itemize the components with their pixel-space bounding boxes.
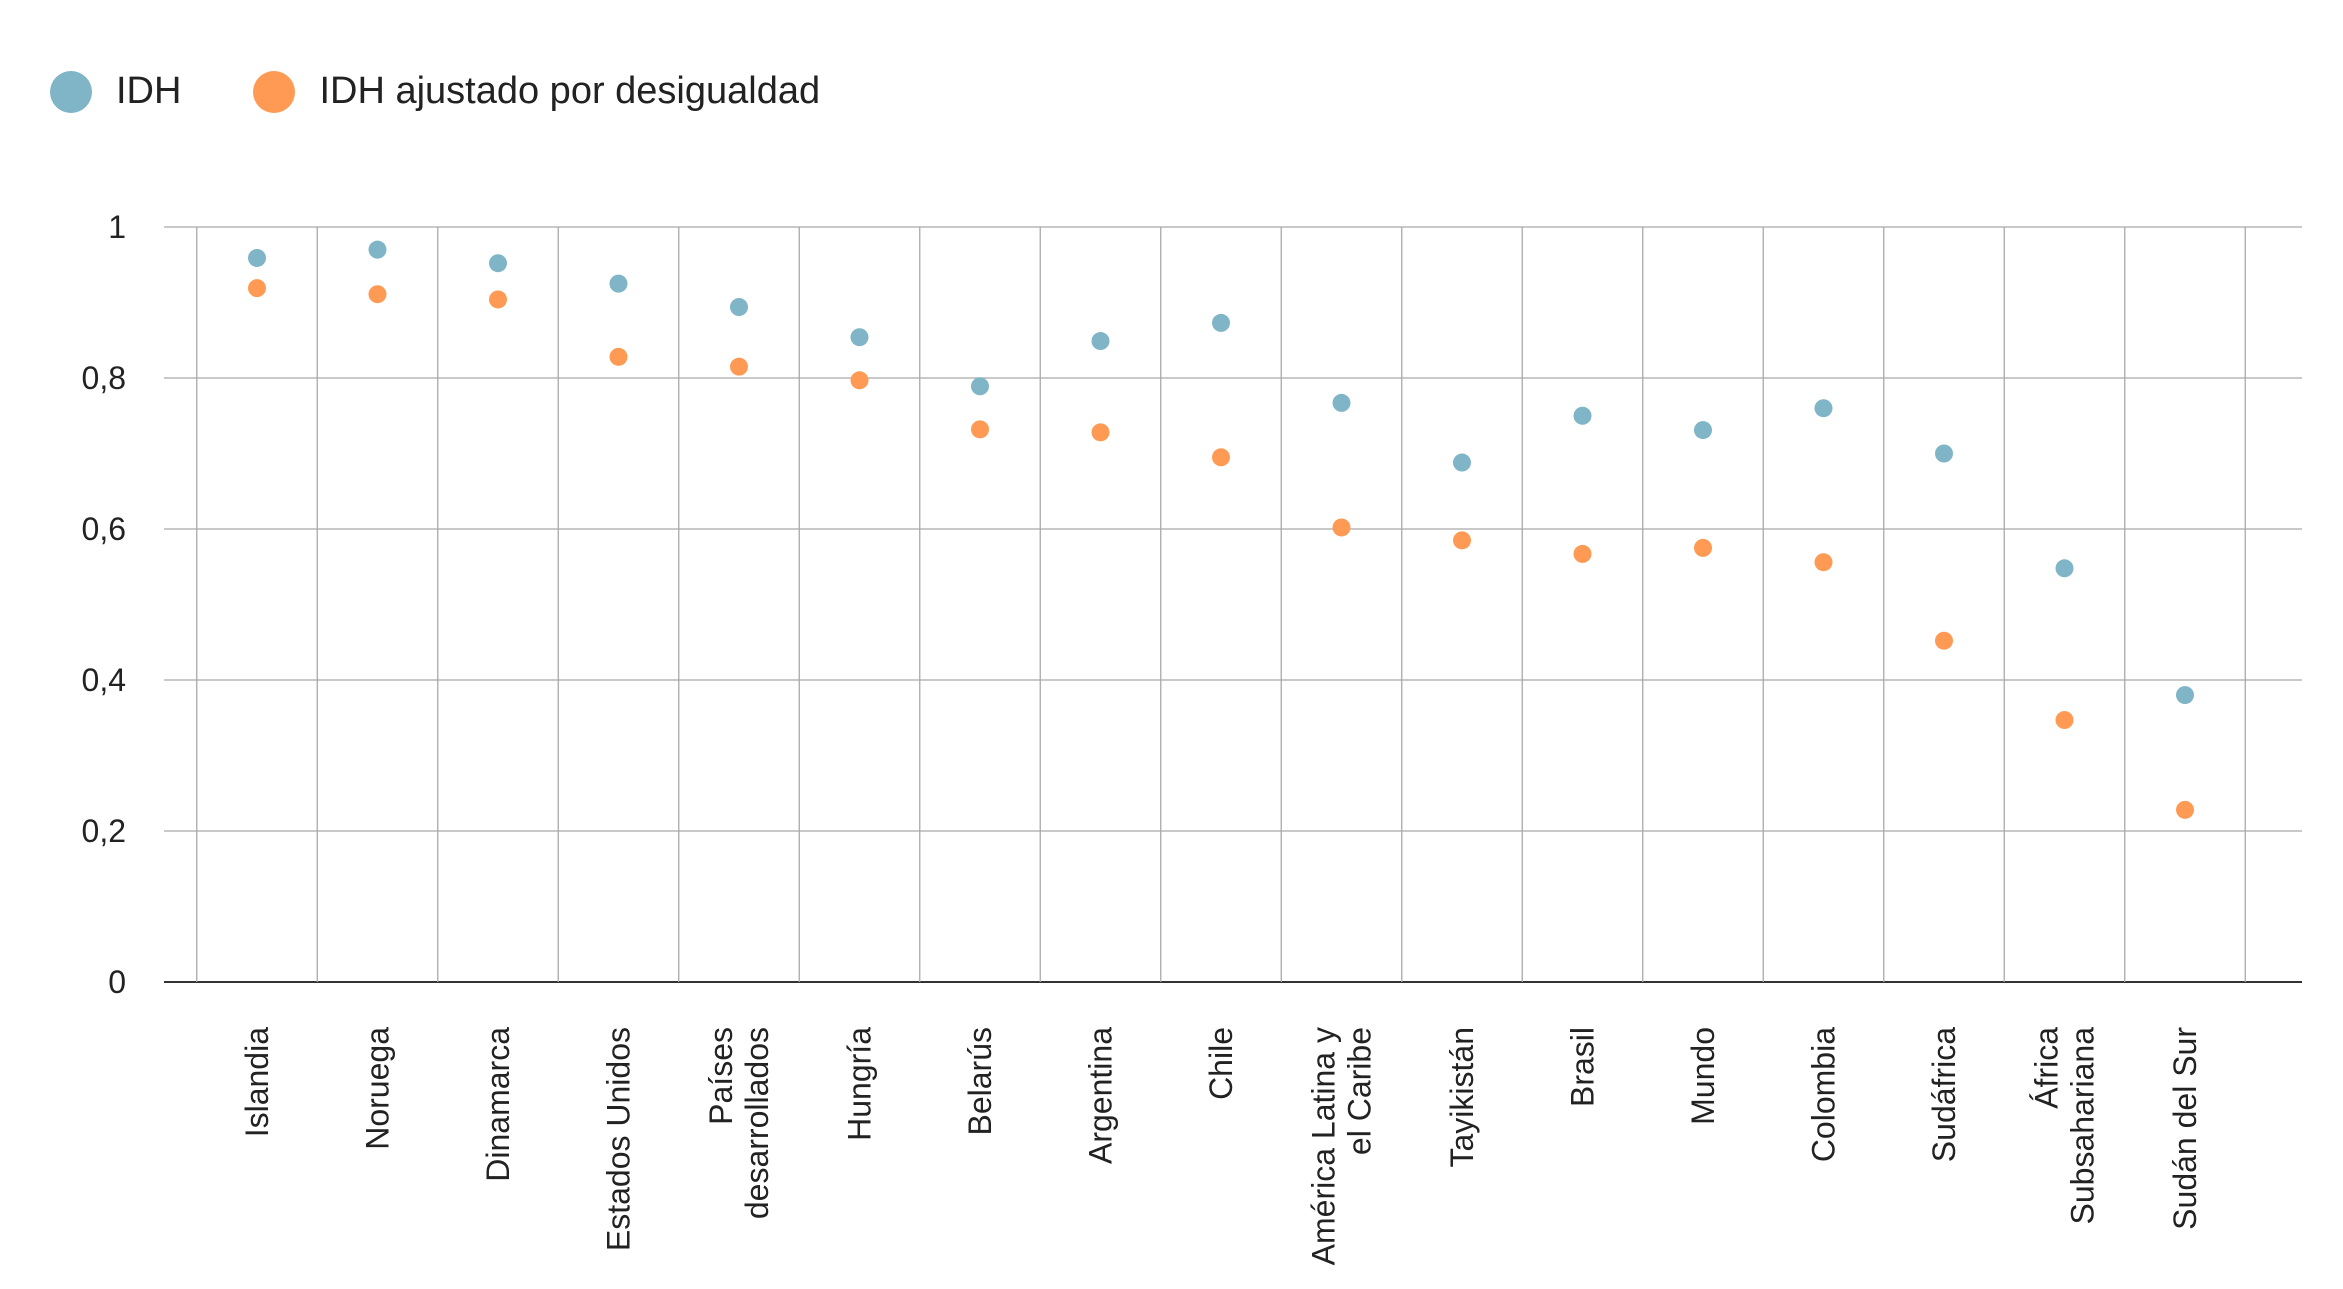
x-tick-label: Argentina bbox=[1083, 1027, 1119, 1164]
x-tick-label: Subsahariana bbox=[2065, 1027, 2101, 1225]
data-point bbox=[850, 328, 869, 347]
x-category-label: Argentina bbox=[1083, 1027, 1119, 1164]
x-tick-label: Chile bbox=[1203, 1027, 1239, 1100]
x-category-label: América Latina y el Caribe bbox=[1306, 1027, 1378, 1265]
grid bbox=[164, 226, 2302, 983]
x-category-label: Sudán del Sur bbox=[2167, 1027, 2203, 1230]
data-point bbox=[609, 347, 628, 366]
data-point bbox=[2055, 711, 2074, 730]
x-tick-label: Países bbox=[703, 1027, 739, 1125]
x-category-label: Mundo bbox=[1685, 1027, 1721, 1125]
legend: IDH IDH ajustado por desigualdad bbox=[50, 70, 892, 113]
x-tick-label: África bbox=[2029, 1027, 2065, 1109]
data-point bbox=[1935, 631, 1953, 650]
data-point bbox=[1212, 448, 1230, 467]
y-tick-label: 1 bbox=[108, 209, 126, 245]
data-point bbox=[1814, 553, 1833, 572]
data-point bbox=[1573, 544, 1592, 563]
x-tick-label: Dinamarca bbox=[480, 1027, 516, 1182]
x-tick-label: América Latina y bbox=[1306, 1027, 1342, 1265]
x-category-label: Tayikistán bbox=[1444, 1027, 1480, 1168]
x-category-label: Dinamarca bbox=[480, 1027, 516, 1182]
y-tick-label: 0,2 bbox=[82, 813, 126, 849]
data-point bbox=[1453, 453, 1471, 472]
x-tick-label: Hungría bbox=[842, 1027, 878, 1141]
series-1 bbox=[248, 279, 2194, 819]
data-point bbox=[368, 285, 387, 304]
data-point bbox=[2176, 686, 2194, 705]
x-tick-label: desarrollados bbox=[739, 1027, 775, 1219]
x-category-label: Islandia bbox=[239, 1027, 275, 1138]
x-tick-label: Islandia bbox=[239, 1027, 275, 1138]
x-tick-label: el Caribe bbox=[1342, 1027, 1378, 1155]
data-points bbox=[248, 240, 2194, 819]
data-point bbox=[1212, 313, 1230, 332]
y-tick-label: 0,8 bbox=[82, 360, 126, 396]
data-point bbox=[850, 371, 869, 390]
x-tick-label: Estados Unidos bbox=[601, 1027, 637, 1251]
x-tick-label: Brasil bbox=[1565, 1027, 1601, 1107]
x-tick-label: Noruega bbox=[360, 1027, 396, 1150]
x-category-label: Hungría bbox=[842, 1027, 878, 1141]
y-tick-label: 0,4 bbox=[82, 662, 126, 698]
data-point bbox=[1453, 531, 1471, 550]
legend-dot-idh bbox=[50, 70, 92, 113]
data-point bbox=[1332, 518, 1351, 537]
x-category-label: Belarús bbox=[962, 1027, 998, 1136]
x-category-label: Noruega bbox=[360, 1027, 396, 1150]
x-tick-label: Belarús bbox=[962, 1027, 998, 1136]
y-tick-label: 0 bbox=[108, 964, 126, 1000]
x-category-label: África Subsahariana bbox=[2029, 1027, 2101, 1225]
y-tick-label: 0,6 bbox=[82, 511, 126, 547]
y-axis: 0 0,2 0,4 0,6 0,8 1 bbox=[82, 209, 126, 1000]
x-category-label: Chile bbox=[1203, 1027, 1239, 1100]
data-point bbox=[1332, 393, 1351, 412]
data-point bbox=[1814, 399, 1833, 418]
legend-item-idh-ajustado: IDH ajustado por desigualdad bbox=[253, 70, 820, 113]
data-point bbox=[368, 240, 387, 259]
data-point bbox=[489, 254, 507, 273]
x-category-label: Estados Unidos bbox=[601, 1027, 637, 1251]
data-point bbox=[248, 279, 266, 298]
legend-label-idh: IDH bbox=[116, 70, 182, 112]
x-category-label: Países desarrollados bbox=[703, 1027, 775, 1219]
data-point bbox=[971, 420, 989, 439]
x-tick-label: Sudáfrica bbox=[1926, 1027, 1962, 1162]
x-category-label: Sudáfrica bbox=[1926, 1027, 1962, 1162]
x-category-label: Brasil bbox=[1565, 1027, 1601, 1107]
data-point bbox=[2055, 559, 2074, 578]
x-tick-label: Colombia bbox=[1806, 1027, 1842, 1162]
data-point bbox=[248, 248, 266, 267]
data-point bbox=[971, 377, 989, 396]
data-point bbox=[1694, 538, 1712, 557]
legend-dot-idh-ajustado bbox=[253, 70, 296, 113]
data-point bbox=[1935, 444, 1953, 463]
x-axis: Islandia Noruega Dinamarca Estados Unidos Pa… bbox=[239, 1027, 2203, 1266]
x-tick-label: Tayikistán bbox=[1444, 1027, 1480, 1168]
data-point bbox=[730, 357, 748, 376]
x-category-label: Colombia bbox=[1806, 1027, 1842, 1162]
data-point bbox=[1091, 332, 1110, 351]
data-point bbox=[1694, 421, 1712, 440]
data-point bbox=[1573, 406, 1592, 425]
data-point bbox=[489, 290, 507, 309]
x-tick-label: Sudán del Sur bbox=[2167, 1027, 2203, 1230]
legend-item-idh: IDH bbox=[50, 70, 181, 113]
data-point bbox=[730, 298, 748, 317]
data-point bbox=[609, 274, 628, 293]
series-0 bbox=[248, 240, 2194, 705]
legend-label-idh-ajustado: IDH ajustado por desigualdad bbox=[319, 70, 821, 112]
data-point bbox=[1091, 423, 1110, 442]
data-point bbox=[2176, 800, 2194, 819]
x-tick-label: Mundo bbox=[1685, 1027, 1721, 1125]
